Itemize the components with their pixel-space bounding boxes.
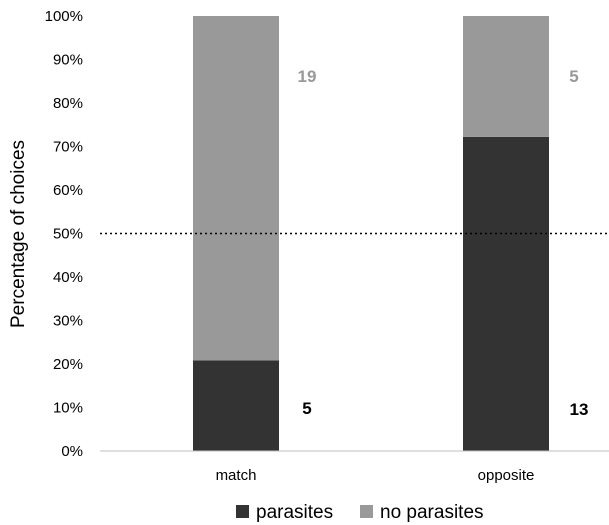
y-tick-label: 20% bbox=[53, 356, 83, 373]
count-label-match-no-parasites: 19 bbox=[298, 67, 317, 86]
y-tick-label: 100% bbox=[45, 8, 83, 25]
count-labels: 5 19 13 5 bbox=[298, 67, 589, 419]
count-label-opposite-parasites: 13 bbox=[570, 400, 589, 419]
y-tick-label: 70% bbox=[53, 139, 83, 156]
count-label-opposite-no-parasites: 5 bbox=[569, 67, 578, 86]
legend: parasites no parasites bbox=[236, 502, 484, 523]
bar-match-parasites bbox=[193, 360, 279, 451]
y-tick-label: 40% bbox=[53, 269, 83, 286]
legend-label-parasites: parasites bbox=[256, 502, 333, 523]
bar-opposite-no-parasites bbox=[463, 16, 549, 137]
x-axis-categories: match opposite bbox=[216, 467, 535, 484]
x-category-label: opposite bbox=[478, 467, 535, 484]
bars bbox=[193, 16, 549, 451]
y-tick-label: 50% bbox=[53, 226, 83, 243]
y-tick-label: 90% bbox=[53, 52, 83, 69]
bar-match-no-parasites bbox=[193, 16, 279, 361]
bar-opposite-parasites bbox=[463, 136, 549, 451]
y-tick-label: 10% bbox=[53, 400, 83, 417]
y-tick-label: 0% bbox=[61, 443, 83, 460]
y-tick-label: 80% bbox=[53, 95, 83, 112]
legend-swatch-parasites bbox=[236, 505, 249, 518]
legend-label-no-parasites: no parasites bbox=[380, 502, 484, 523]
count-label-match-parasites: 5 bbox=[302, 399, 311, 418]
y-axis-label: Percentage of choices bbox=[8, 140, 29, 328]
y-axis-ticks: 0% 10% 20% 30% 40% 50% 60% 70% 80% 90% 100% bbox=[45, 8, 83, 460]
legend-swatch-no-parasites bbox=[360, 505, 373, 518]
y-tick-label: 30% bbox=[53, 313, 83, 330]
x-category-label: match bbox=[216, 467, 257, 484]
y-tick-label: 60% bbox=[53, 182, 83, 199]
